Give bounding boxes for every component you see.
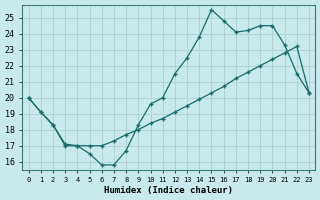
X-axis label: Humidex (Indice chaleur): Humidex (Indice chaleur) xyxy=(104,186,233,195)
